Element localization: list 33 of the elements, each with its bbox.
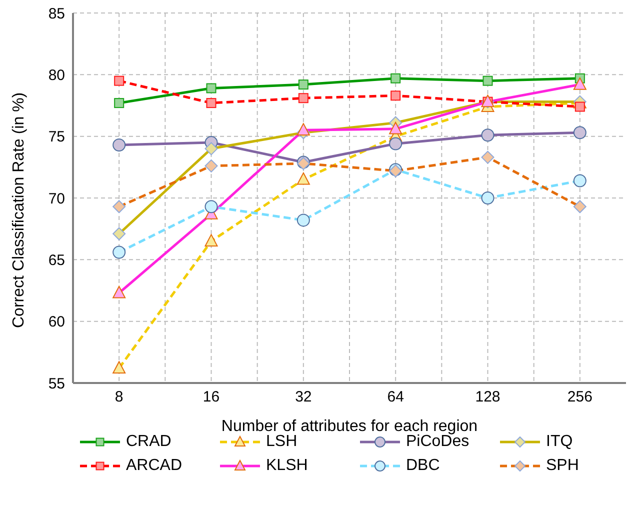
legend-label: ITQ bbox=[546, 433, 573, 451]
x-tick-label: 16 bbox=[202, 388, 220, 406]
legend-label: PiCoDes bbox=[406, 433, 470, 451]
legend-label: DBC bbox=[406, 457, 440, 475]
y-tick-label: 85 bbox=[48, 5, 65, 22]
y-tick-label: 75 bbox=[48, 128, 65, 146]
x-tick-label: 32 bbox=[295, 388, 312, 406]
x-tick-label: 8 bbox=[114, 388, 124, 406]
x-tick-label: 256 bbox=[567, 388, 592, 406]
point bbox=[574, 102, 585, 112]
point bbox=[390, 90, 401, 101]
y-tick-label: 60 bbox=[48, 314, 65, 331]
y-axis-title: Correct Classification Rate (in %) bbox=[10, 92, 28, 328]
y-tick-label: 80 bbox=[48, 66, 65, 84]
y-tick-label: 65 bbox=[48, 252, 65, 269]
legend-label: ARCAD bbox=[126, 457, 182, 475]
point bbox=[206, 83, 216, 94]
y-tick-label: 70 bbox=[48, 190, 65, 208]
point bbox=[482, 76, 493, 86]
y-tick-label: 55 bbox=[48, 375, 65, 392]
legend-label: KLSH bbox=[266, 457, 308, 475]
point bbox=[206, 98, 216, 108]
x-tick-label: 64 bbox=[387, 388, 404, 406]
point bbox=[390, 73, 401, 84]
point bbox=[298, 93, 308, 104]
point bbox=[114, 98, 124, 108]
legend-label: LSH bbox=[266, 433, 298, 451]
point bbox=[298, 80, 308, 90]
legend-label: CRAD bbox=[126, 433, 172, 451]
x-axis-title: Number of attributes for each region bbox=[221, 418, 478, 435]
point bbox=[114, 76, 124, 86]
legend-label: SPH bbox=[546, 457, 579, 475]
x-tick-label: 128 bbox=[475, 388, 500, 406]
